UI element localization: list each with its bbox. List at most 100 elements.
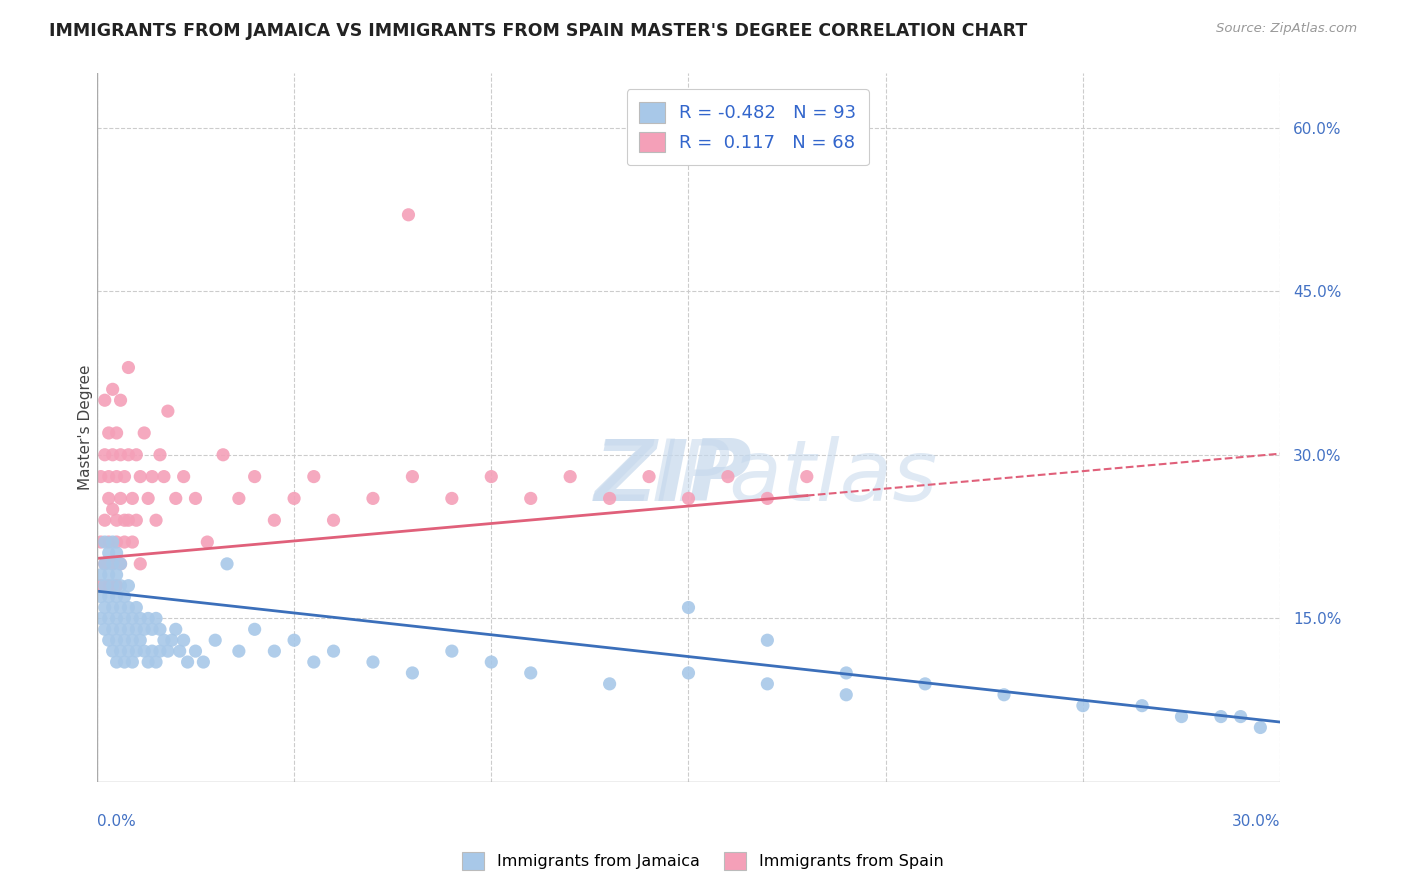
Point [398, 208, 420, 222]
Point [599, 491, 621, 506]
Point [114, 655, 136, 669]
Point [212, 448, 235, 462]
Point [160, 633, 183, 648]
Point [105, 513, 128, 527]
Point [97, 491, 120, 506]
Point [129, 633, 152, 648]
Point [678, 600, 700, 615]
Point [678, 491, 700, 506]
Point [110, 644, 132, 658]
Point [125, 448, 148, 462]
Point [678, 665, 700, 680]
Point [141, 469, 163, 483]
Point [440, 644, 463, 658]
Point [101, 557, 124, 571]
Point [136, 491, 159, 506]
Point [1170, 709, 1192, 723]
Point [756, 633, 779, 648]
Point [283, 491, 305, 506]
Point [125, 600, 148, 615]
Point [184, 644, 207, 658]
Point [125, 513, 148, 527]
Point [94, 557, 117, 571]
Point [94, 513, 117, 527]
Point [228, 644, 250, 658]
Point [114, 513, 136, 527]
Point [90, 579, 112, 593]
Point [914, 677, 936, 691]
Point [1229, 709, 1251, 723]
Point [141, 644, 163, 658]
Point [134, 623, 156, 637]
Point [94, 535, 117, 549]
Point [173, 469, 195, 483]
Point [361, 655, 384, 669]
Point [105, 611, 128, 625]
Point [519, 665, 541, 680]
Point [97, 633, 120, 648]
Point [129, 557, 152, 571]
Point [215, 557, 238, 571]
Point [1209, 709, 1232, 723]
Point [114, 535, 136, 549]
Point [302, 655, 325, 669]
Point [101, 557, 124, 571]
Point [1071, 698, 1094, 713]
Point [105, 546, 128, 560]
Point [105, 567, 128, 582]
Point [114, 611, 136, 625]
Point [90, 590, 112, 604]
Point [361, 491, 384, 506]
Point [94, 579, 117, 593]
Point [90, 469, 112, 483]
Point [169, 644, 191, 658]
Point [638, 469, 661, 483]
Point [121, 655, 143, 669]
Point [717, 469, 740, 483]
Point [90, 611, 112, 625]
Point [110, 557, 132, 571]
Point [519, 491, 541, 506]
Point [117, 623, 139, 637]
Point [114, 633, 136, 648]
Point [125, 644, 148, 658]
Point [263, 644, 285, 658]
Point [90, 567, 112, 582]
Point [105, 469, 128, 483]
Point [302, 469, 325, 483]
Point [136, 611, 159, 625]
Point [149, 623, 172, 637]
Point [243, 469, 266, 483]
Point [105, 655, 128, 669]
Legend: Immigrants from Jamaica, Immigrants from Spain: Immigrants from Jamaica, Immigrants from… [453, 842, 953, 880]
Point [193, 655, 215, 669]
Point [440, 491, 463, 506]
Point [101, 535, 124, 549]
Point [156, 644, 179, 658]
Point [165, 491, 187, 506]
Point [97, 567, 120, 582]
Point [176, 655, 198, 669]
Point [117, 448, 139, 462]
Point [117, 360, 139, 375]
Point [105, 579, 128, 593]
Point [101, 502, 124, 516]
Text: Source: ZipAtlas.com: Source: ZipAtlas.com [1216, 22, 1357, 36]
Point [110, 393, 132, 408]
Text: ZIP: ZIP [593, 435, 751, 518]
Point [101, 448, 124, 462]
Point [129, 611, 152, 625]
Point [105, 590, 128, 604]
Point [204, 633, 226, 648]
Point [228, 491, 250, 506]
Point [101, 600, 124, 615]
Point [149, 644, 172, 658]
Point [97, 590, 120, 604]
Point [117, 600, 139, 615]
Point [141, 623, 163, 637]
Point [94, 600, 117, 615]
Point [835, 688, 858, 702]
Y-axis label: Master's Degree: Master's Degree [79, 365, 93, 491]
Point [101, 579, 124, 593]
Point [599, 677, 621, 691]
